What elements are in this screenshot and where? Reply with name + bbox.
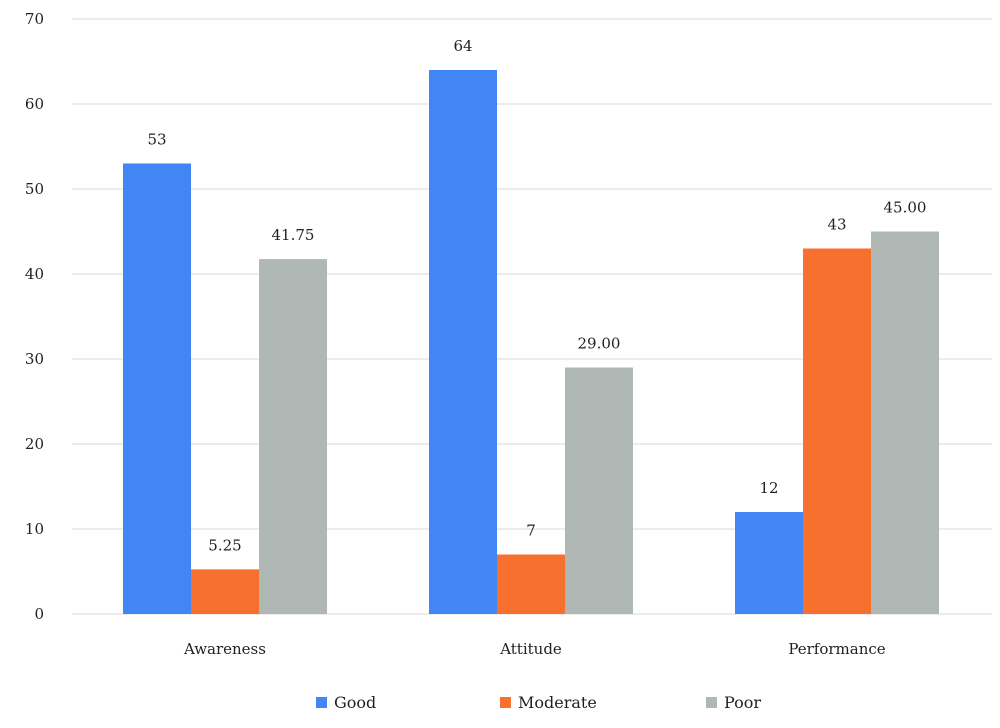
data-label: 5.25 bbox=[208, 536, 241, 554]
legend-label: Moderate bbox=[518, 693, 597, 712]
legend-swatch bbox=[316, 697, 327, 708]
y-tick-label: 30 bbox=[25, 350, 44, 368]
data-label: 53 bbox=[147, 131, 166, 149]
data-label: 45.00 bbox=[884, 199, 927, 217]
legend-swatch bbox=[706, 697, 717, 708]
legend-item-moderate: Moderate bbox=[500, 693, 597, 712]
data-label: 43 bbox=[827, 216, 846, 234]
y-tick-label: 70 bbox=[25, 10, 44, 28]
bar-moderate-attitude bbox=[497, 554, 565, 614]
y-tick-label: 0 bbox=[34, 605, 44, 623]
legend-label: Good bbox=[334, 693, 376, 712]
category-label: Attitude bbox=[499, 640, 562, 658]
gridlines bbox=[72, 18, 992, 615]
data-label: 7 bbox=[526, 522, 536, 540]
bar-good-performance bbox=[735, 512, 803, 614]
bar-poor-attitude bbox=[565, 367, 633, 614]
legend-item-good: Good bbox=[316, 693, 376, 712]
data-label: 29.00 bbox=[578, 335, 621, 353]
y-tick-label: 50 bbox=[25, 180, 44, 198]
legend-item-poor: Poor bbox=[706, 693, 761, 712]
y-axis-ticks: 0 10 20 30 40 50 60 70 bbox=[25, 10, 44, 623]
bar-poor-performance bbox=[871, 231, 939, 614]
category-label: Performance bbox=[788, 640, 885, 658]
bar-moderate-awareness bbox=[191, 569, 259, 614]
data-label: 41.75 bbox=[272, 226, 315, 244]
legend-label: Poor bbox=[724, 693, 761, 712]
legend-swatch bbox=[500, 697, 511, 708]
category-label: Awareness bbox=[183, 640, 266, 658]
bar-good-attitude bbox=[429, 70, 497, 614]
bars bbox=[123, 70, 939, 614]
y-tick-label: 40 bbox=[25, 265, 44, 283]
data-label: 64 bbox=[453, 37, 472, 55]
x-axis-categories: Awareness Attitude Performance bbox=[183, 640, 886, 658]
data-label: 12 bbox=[759, 479, 778, 497]
bar-poor-awareness bbox=[259, 259, 327, 614]
data-labels: 53 5.25 41.75 64 7 29.00 12 43 45.00 bbox=[147, 37, 926, 554]
bar-good-awareness bbox=[123, 163, 191, 614]
legend: Good Moderate Poor bbox=[316, 693, 761, 712]
bar-moderate-performance bbox=[803, 248, 871, 614]
y-tick-label: 60 bbox=[25, 95, 44, 113]
y-tick-label: 10 bbox=[25, 520, 44, 538]
y-tick-label: 20 bbox=[25, 435, 44, 453]
